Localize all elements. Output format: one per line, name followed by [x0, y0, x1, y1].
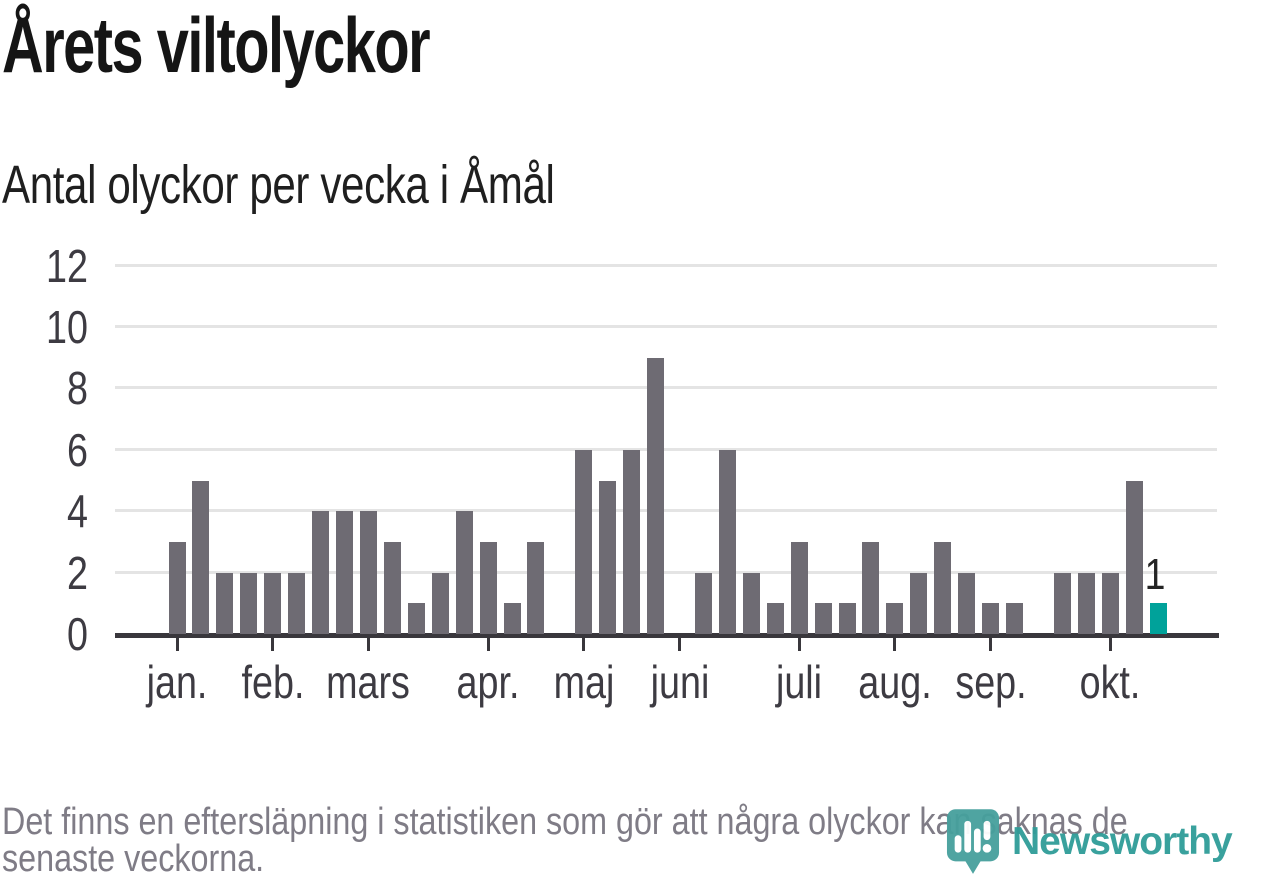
bar-week-29 [838, 603, 856, 634]
x-tick-aug [893, 638, 897, 651]
x-tick-apr [486, 638, 490, 651]
x-axis-line [115, 633, 1219, 638]
bar-week-3 [216, 572, 234, 634]
bar-week-18 [575, 449, 593, 634]
bar-week-2 [192, 480, 210, 634]
bar-week-4 [240, 572, 258, 634]
x-tick-feb [271, 638, 275, 651]
x-axis-label-okt: okt. [1079, 656, 1141, 708]
bar-week-9 [359, 511, 377, 634]
y-axis-label-2: 2 [67, 546, 88, 599]
bar-week-23 [694, 572, 712, 634]
x-axis-label-jan: jan. [146, 656, 208, 708]
x-tick-sep [989, 638, 993, 651]
footnote: Det finns en eftersläpning i statistiken… [2, 801, 1128, 879]
x-axis-label-apr: apr. [456, 656, 520, 708]
newsworthy-logo: Newsworthy [946, 808, 1233, 878]
x-tick-juli [797, 638, 801, 651]
bar-week-39 [1077, 572, 1095, 634]
newsworthy-logo-text: Newsworthy [1012, 820, 1233, 863]
gridline-y-6 [115, 447, 1217, 451]
bar-week-19 [599, 480, 617, 634]
x-tick-maj [582, 638, 586, 651]
gridline-y-8 [115, 386, 1217, 390]
bar-week-36 [1006, 603, 1024, 634]
y-axis-label-12: 12 [46, 239, 88, 292]
bar-week-28 [814, 603, 832, 634]
bar-value-label: 1 [1144, 550, 1166, 600]
x-tick-mars [366, 638, 370, 651]
gridline-y-10 [115, 325, 1217, 328]
chart-subtitle: Antal olyckor per vecka i Åmål [2, 155, 555, 215]
bar-week-33 [934, 541, 952, 634]
bar-week-25 [742, 572, 760, 634]
bar-chart: 0 2 4 6 8 10 12 jan. feb. mars apr. maj juni juli aug.… [46, 239, 1219, 708]
y-axis-label-6: 6 [67, 423, 88, 476]
bar-week-21 [647, 357, 665, 634]
bar-week-5 [264, 572, 282, 634]
bar-week-38 [1053, 572, 1071, 634]
bar-week-14 [479, 541, 497, 634]
x-axis-label-juni: juni [650, 656, 709, 708]
x-axis-label-juli: juli [776, 656, 823, 708]
gridline-y-12 [115, 263, 1217, 267]
newsworthy-marker-bar-chart-icon [946, 809, 1000, 874]
bar-week-40 [1101, 572, 1119, 634]
bar-week-41 [1125, 480, 1143, 634]
x-axis-label-mars: mars [326, 656, 411, 708]
bar-week-1 [168, 541, 186, 634]
bar-week-16 [527, 541, 545, 634]
x-tick-okt [1108, 638, 1112, 651]
y-axis-label-8: 8 [67, 362, 88, 415]
y-axis-label-10: 10 [46, 301, 88, 353]
bar-week-11 [407, 603, 425, 634]
x-axis-label-feb: feb. [241, 656, 305, 708]
footnote-line-2: senaste veckorna. [2, 838, 265, 879]
bar-week-15 [503, 603, 521, 634]
page-title: Årets viltolyckor [2, 1, 431, 89]
bar-week-35 [982, 603, 1000, 634]
x-tick-juni [678, 638, 682, 651]
bar-week-24 [718, 449, 736, 634]
x-axis-label-maj: maj [553, 656, 615, 708]
bar-week-26 [766, 603, 784, 634]
gridline-y-4 [115, 509, 1217, 513]
bar-week-12 [431, 572, 449, 634]
gridline-y-2 [115, 570, 1217, 574]
bar-week-27 [790, 541, 808, 634]
bar-week-13 [455, 511, 473, 634]
bar-week-20 [623, 449, 641, 634]
bar-week-42 [1149, 603, 1167, 634]
bar-week-10 [383, 541, 401, 634]
bar-week-7 [312, 511, 330, 634]
bar-week-6 [288, 572, 306, 634]
bar-week-34 [958, 572, 976, 634]
bar-week-30 [862, 541, 880, 634]
y-axis-label-0: 0 [67, 608, 88, 660]
x-axis-label-sep: sep. [954, 656, 1027, 708]
x-tick-jan [175, 638, 179, 651]
footnote-line-1: Det finns en eftersläpning i statistiken… [2, 801, 1128, 843]
x-axis-label-aug: aug. [858, 656, 932, 708]
y-axis-label-4: 4 [67, 485, 88, 538]
bar-week-31 [886, 603, 904, 634]
bar-week-8 [336, 511, 353, 634]
bar-week-32 [910, 572, 928, 634]
